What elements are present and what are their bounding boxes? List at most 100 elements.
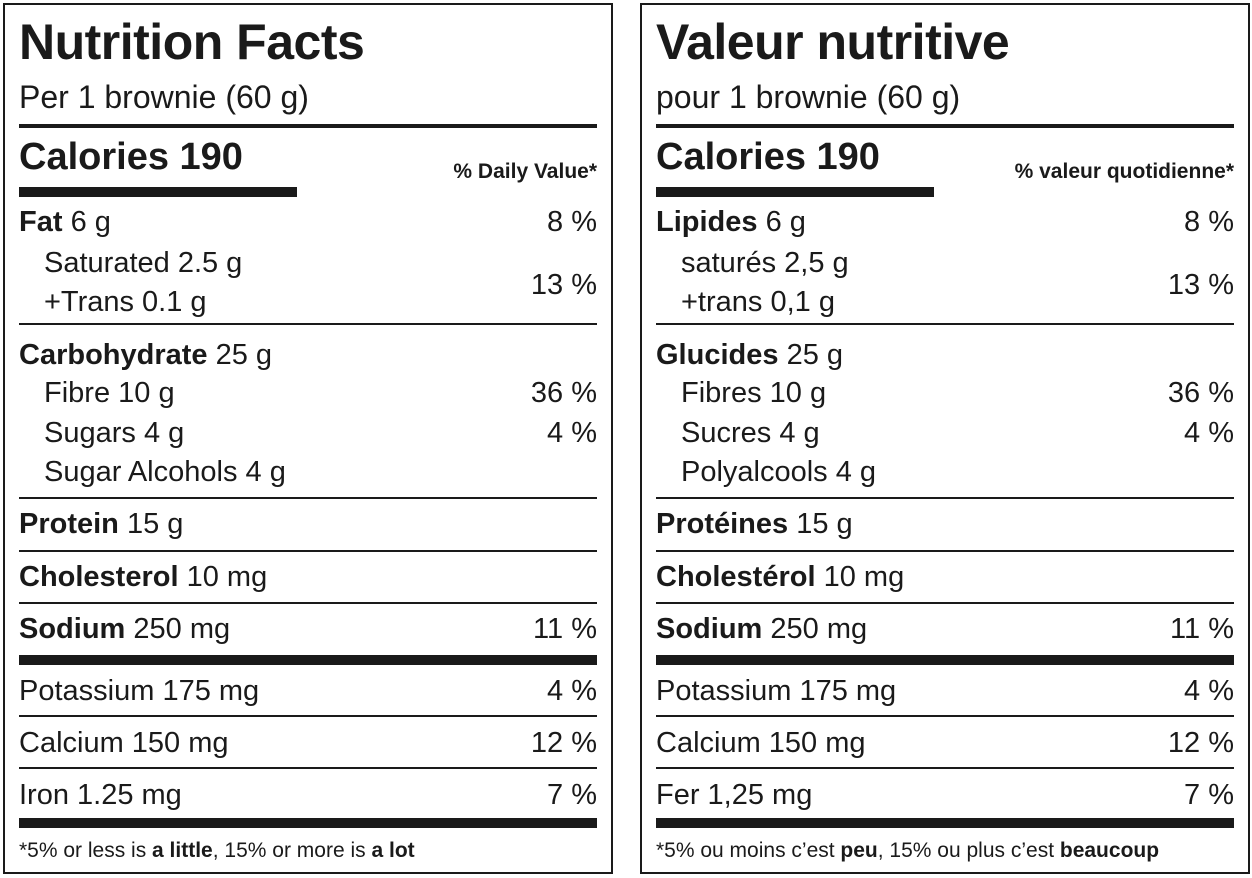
footnote-text: , 15% or more is bbox=[212, 839, 372, 862]
carbohydrate-label: Carbohydrate bbox=[19, 339, 208, 371]
protein-row: Protéines 15 g bbox=[656, 504, 1234, 544]
sodium-label: Sodium bbox=[19, 613, 126, 645]
calories-label: Calories bbox=[19, 136, 169, 178]
sugars-daily-value: 4 % bbox=[1184, 417, 1234, 449]
potassium-row: Potassium 175 mg bbox=[19, 675, 260, 707]
divider bbox=[656, 602, 1234, 604]
divider bbox=[19, 767, 597, 769]
sodium-amount: 250 mg bbox=[133, 613, 231, 645]
thick-divider bbox=[19, 655, 597, 665]
iron-row: Fer 1,25 mg bbox=[656, 779, 813, 811]
potassium-daily-value: 4 % bbox=[1184, 675, 1234, 707]
sugar-alcohols-row: Polyalcools 4 g bbox=[681, 456, 877, 488]
fat-row: Fat 6 g bbox=[19, 202, 597, 242]
divider bbox=[656, 550, 1234, 552]
fat-daily-value: 8 % bbox=[547, 206, 597, 238]
sodium-row: Sodium 250 mg bbox=[656, 609, 1234, 649]
divider bbox=[656, 323, 1234, 325]
protein-row: Protein 15 g bbox=[19, 504, 597, 544]
divider bbox=[19, 550, 597, 552]
fat-amount: 6 g bbox=[70, 206, 111, 238]
sodium-amount: 250 mg bbox=[770, 613, 868, 645]
protein-label: Protein bbox=[19, 508, 119, 540]
calories-line: Calories 190 bbox=[656, 135, 1234, 179]
carbohydrate-amount: 25 g bbox=[215, 339, 273, 371]
iron-daily-value: 7 % bbox=[1184, 779, 1234, 811]
nutrition-facts-panel-english: Nutrition Facts Per 1 brownie (60 g) Cal… bbox=[3, 3, 613, 874]
divider bbox=[656, 767, 1234, 769]
saturated-fat: saturés 2,5 g bbox=[681, 247, 849, 279]
footnote-text: , 15% ou plus c’est bbox=[877, 839, 1060, 862]
sat-trans-daily-value: 13 % bbox=[1167, 269, 1234, 301]
cholesterol-amount: 10 mg bbox=[823, 561, 905, 593]
fibre-row: Fibres 10 g bbox=[681, 377, 827, 409]
calories-bar bbox=[656, 187, 934, 197]
divider bbox=[19, 602, 597, 604]
divider bbox=[19, 497, 597, 499]
carbohydrate-row: Glucides 25 g bbox=[656, 335, 1234, 375]
thick-divider bbox=[656, 818, 1234, 828]
cholesterol-row: Cholesterol 10 mg bbox=[19, 557, 597, 597]
footnote-text: *5% ou moins c’est bbox=[656, 839, 841, 862]
fat-label: Fat bbox=[19, 206, 63, 238]
sodium-daily-value: 11 % bbox=[533, 613, 597, 645]
daily-value-header: % Daily Value* bbox=[453, 160, 597, 183]
daily-value-header: % valeur quotidienne* bbox=[1014, 160, 1234, 183]
fat-label: Lipides bbox=[656, 206, 758, 238]
panel-title: Nutrition Facts bbox=[19, 14, 365, 70]
calcium-daily-value: 12 % bbox=[1167, 727, 1234, 759]
calories-value: 190 bbox=[816, 136, 880, 178]
serving-size: Per 1 brownie (60 g) bbox=[19, 79, 309, 115]
potassium-daily-value: 4 % bbox=[547, 675, 597, 707]
footnote: *5% or less is a little, 15% or more is … bbox=[19, 837, 597, 865]
sugar-alcohols-row: Sugar Alcohols 4 g bbox=[44, 456, 286, 488]
thick-divider bbox=[656, 655, 1234, 665]
protein-amount: 15 g bbox=[126, 508, 184, 540]
calories-bar bbox=[19, 187, 297, 197]
carbohydrate-row: Carbohydrate 25 g bbox=[19, 335, 597, 375]
cholesterol-amount: 10 mg bbox=[186, 561, 268, 593]
footnote-emphasis-high: a lot bbox=[371, 839, 415, 862]
divider bbox=[656, 497, 1234, 499]
fat-row: Lipides 6 g bbox=[656, 202, 1234, 242]
sat-trans-daily-value: 13 % bbox=[530, 269, 597, 301]
calcium-row: Calcium 150 mg bbox=[19, 727, 229, 759]
calories-line: Calories 190 bbox=[19, 135, 597, 179]
protein-amount: 15 g bbox=[796, 508, 853, 540]
fat-daily-value: 8 % bbox=[1184, 206, 1234, 238]
thick-divider bbox=[19, 818, 597, 828]
trans-fat: +Trans 0.1 g bbox=[44, 286, 207, 318]
footnote: *5% ou moins c’est peu, 15% ou plus c’es… bbox=[656, 837, 1234, 865]
footnote-emphasis-low: a little bbox=[152, 839, 213, 862]
sodium-row: Sodium 250 mg bbox=[19, 609, 597, 649]
calories-value: 190 bbox=[179, 136, 243, 178]
fibre-row: Fibre 10 g bbox=[44, 377, 175, 409]
divider bbox=[656, 715, 1234, 717]
panel-title: Valeur nutritive bbox=[656, 14, 1010, 70]
cholesterol-row: Cholestérol 10 mg bbox=[656, 557, 1234, 597]
fibre-daily-value: 36 % bbox=[1167, 377, 1234, 409]
calories-label: Calories bbox=[656, 136, 806, 178]
sugars-daily-value: 4 % bbox=[547, 417, 597, 449]
nutrition-facts-panel-french: Valeur nutritive pour 1 brownie (60 g) C… bbox=[640, 3, 1250, 874]
fibre-daily-value: 36 % bbox=[530, 377, 597, 409]
footnote-text: *5% or less is bbox=[19, 839, 153, 862]
sodium-daily-value: 11 % bbox=[1170, 613, 1234, 645]
calcium-daily-value: 12 % bbox=[530, 727, 597, 759]
calcium-row: Calcium 150 mg bbox=[656, 727, 866, 759]
iron-daily-value: 7 % bbox=[547, 779, 597, 811]
footnote-emphasis-high: beaucoup bbox=[1059, 839, 1160, 862]
divider bbox=[656, 124, 1234, 128]
saturated-fat: Saturated 2.5 g bbox=[44, 247, 243, 279]
protein-label: Protéines bbox=[656, 508, 789, 540]
sodium-label: Sodium bbox=[656, 613, 763, 645]
fat-amount: 6 g bbox=[765, 206, 806, 238]
trans-fat: +trans 0,1 g bbox=[681, 286, 835, 318]
footnote-emphasis-low: peu bbox=[840, 839, 878, 862]
potassium-row: Potassium 175 mg bbox=[656, 675, 897, 707]
carbohydrate-amount: 25 g bbox=[786, 339, 844, 371]
divider bbox=[19, 124, 597, 128]
cholesterol-label: Cholesterol bbox=[19, 561, 179, 593]
iron-row: Iron 1.25 mg bbox=[19, 779, 182, 811]
sugars-row: Sucres 4 g bbox=[681, 417, 820, 449]
